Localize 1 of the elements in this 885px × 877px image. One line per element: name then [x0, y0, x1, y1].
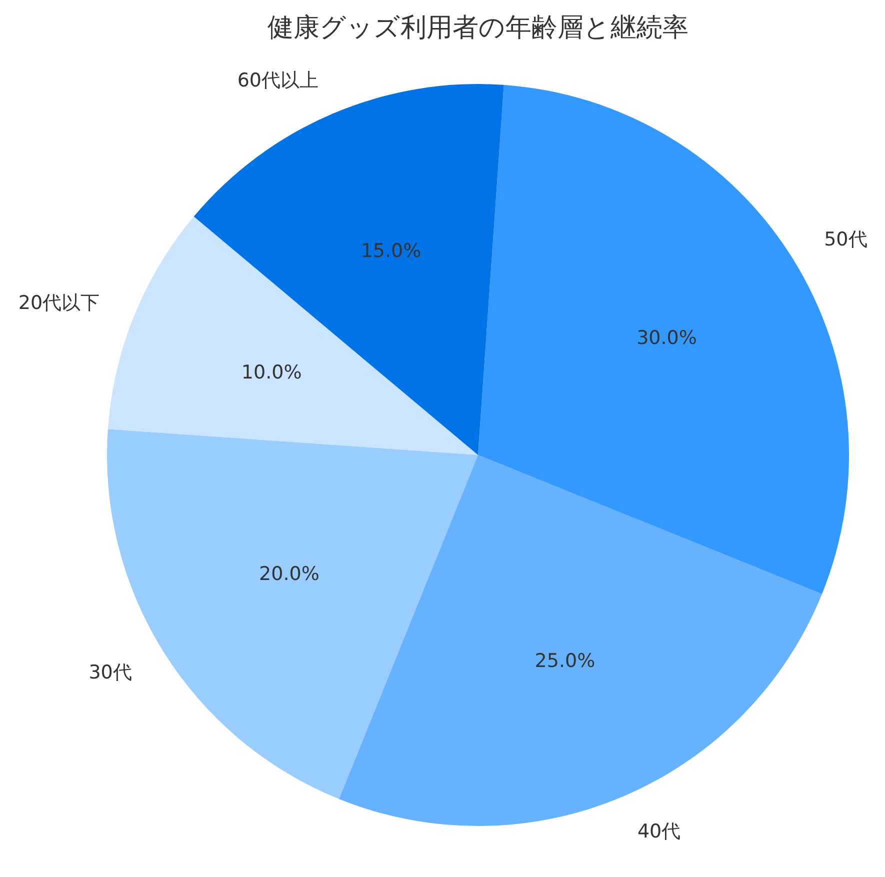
title: 健康グッズ利用者の年齢層と継続率 [268, 13, 688, 43]
